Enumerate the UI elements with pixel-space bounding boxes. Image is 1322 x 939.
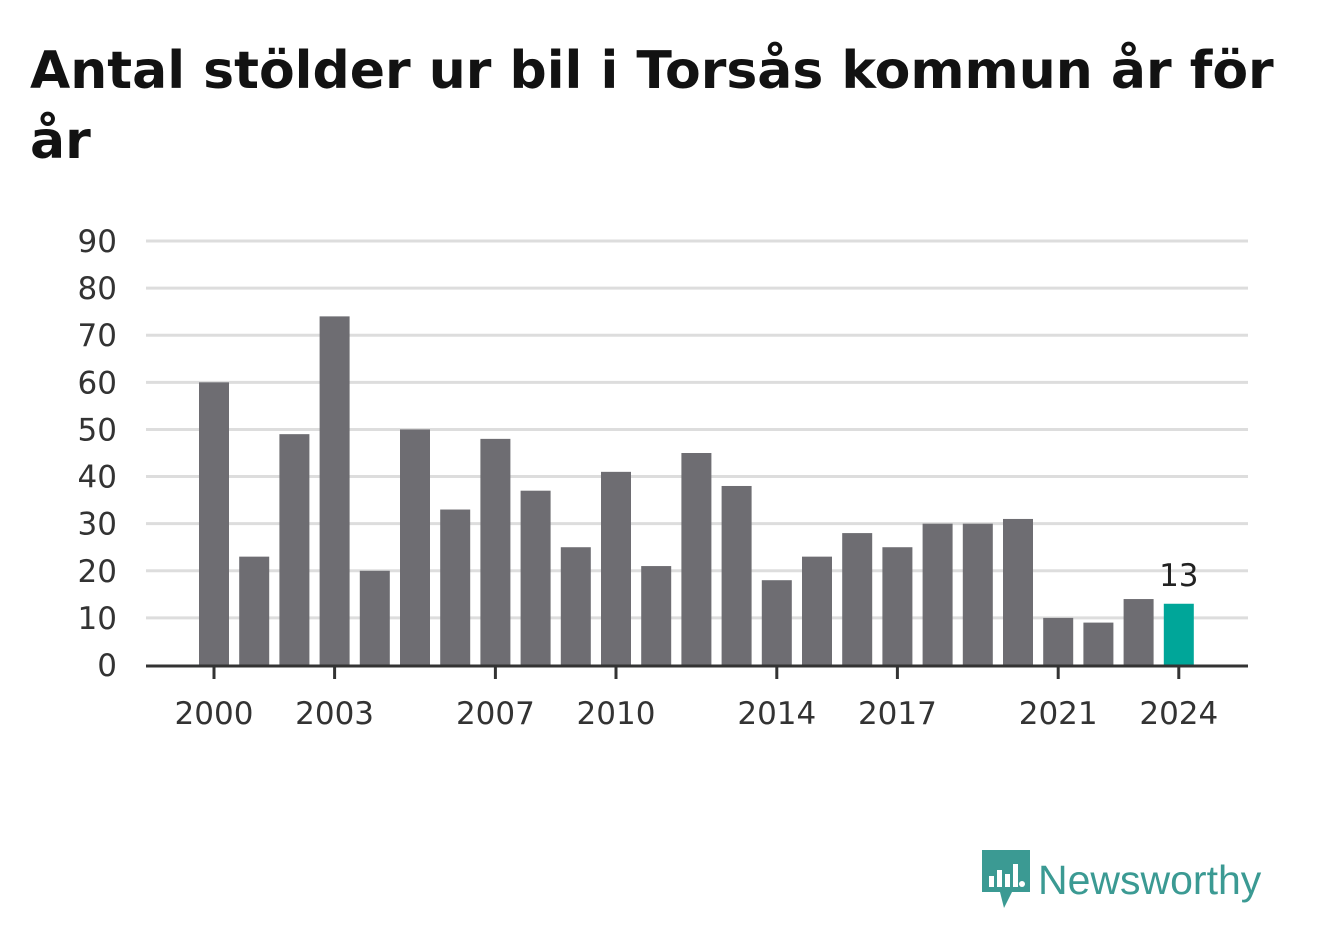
bar-2012: [681, 453, 712, 665]
x-tick-label: 2003: [295, 696, 374, 732]
bars: [199, 316, 1194, 665]
bar-2015: [802, 556, 832, 665]
x-axis-ticks: 2000 2003 2007 2010 2014 2017 2021 2024: [175, 667, 1218, 732]
data-label-2024: 13: [1159, 558, 1198, 594]
bar-2004: [359, 570, 390, 665]
brand-logo: Newsworthy: [982, 850, 1261, 910]
y-tick-label: 80: [78, 271, 117, 307]
x-tick-label: 2021: [1019, 696, 1098, 732]
x-tick-label: 2024: [1139, 696, 1218, 732]
bar-2003: [319, 316, 350, 665]
x-tick-label: 2000: [175, 696, 254, 732]
y-tick-label: 60: [78, 365, 117, 401]
newsworthy-logo-icon: [982, 850, 1030, 908]
bar-2024: [1163, 603, 1194, 665]
bar-2007: [480, 438, 511, 665]
y-tick-label: 20: [78, 554, 117, 590]
bar-2013: [721, 485, 752, 665]
bar-2011: [641, 566, 672, 665]
bar-2022: [1083, 622, 1114, 665]
bar-2016: [842, 533, 873, 665]
y-tick-label: 30: [78, 507, 117, 543]
bar-2018: [922, 523, 953, 665]
bar-2009: [560, 547, 591, 665]
bar-2006: [440, 509, 471, 665]
x-tick-label: 2014: [737, 696, 816, 732]
bar-2000: [199, 382, 229, 665]
bar-2019: [962, 523, 993, 665]
bar-2005: [400, 429, 430, 665]
bar-2023: [1123, 599, 1154, 665]
y-tick-label: 50: [78, 412, 117, 448]
data-labels: 13: [1159, 558, 1198, 594]
y-axis-ticks: 0 10 20 30 40 50 60 70 80 90: [78, 224, 117, 684]
bar-2001: [239, 556, 270, 665]
chart-title: Antal stölder ur bil i Torsås kommun år …: [30, 41, 1274, 171]
y-tick-label: 70: [78, 318, 117, 354]
y-tick-label: 10: [78, 601, 117, 637]
x-tick-label: 2010: [577, 696, 656, 732]
bar-2002: [279, 434, 310, 665]
bar-2017: [882, 547, 913, 665]
bar-2010: [601, 471, 631, 665]
bar-2021: [1043, 617, 1074, 665]
bar-2020: [1003, 518, 1033, 665]
y-tick-label: 0: [97, 648, 117, 684]
x-tick-label: 2007: [456, 696, 535, 732]
bar-2008: [520, 490, 551, 665]
y-tick-label: 40: [78, 460, 117, 496]
brand-name: Newsworthy: [1038, 856, 1262, 903]
bar-2014: [761, 580, 792, 665]
x-tick-label: 2017: [858, 696, 937, 732]
y-tick-label: 90: [78, 224, 117, 260]
